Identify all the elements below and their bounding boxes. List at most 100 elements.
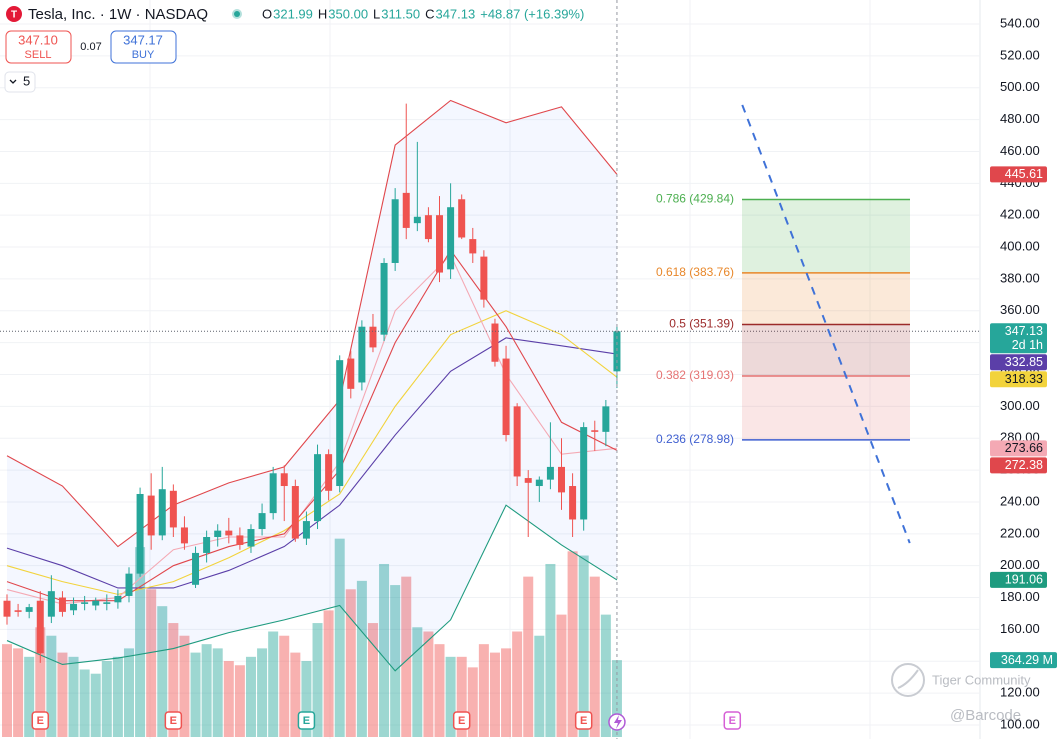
volume-bar [268, 631, 279, 737]
sell-label[interactable]: SELL [25, 49, 52, 61]
event-label: E [729, 715, 736, 727]
interval-toggle[interactable] [4, 71, 36, 93]
volume-bar [57, 652, 68, 737]
candle-body [413, 216, 421, 224]
y-tick-label: 520.00 [1000, 47, 1040, 62]
sell-price[interactable]: 347.10 [18, 32, 58, 47]
event-label: E [458, 715, 465, 727]
event-marker [574, 711, 593, 730]
volume-bar [467, 667, 478, 737]
interval[interactable]: 5 [23, 73, 30, 88]
candle-body [558, 466, 565, 493]
title: Tesla, Inc. · 1W · NASDAQ [28, 6, 208, 23]
volume-bar [401, 576, 412, 737]
candle-body [236, 535, 244, 545]
candle-body [569, 486, 577, 520]
spread: 0.07 [80, 41, 101, 53]
candle-body [513, 406, 521, 477]
fib-label: 0.618 (383.76) [656, 265, 734, 279]
candle-body [447, 207, 455, 270]
candle-body [336, 360, 344, 487]
buy-label[interactable]: BUY [132, 49, 155, 61]
candle-body [3, 600, 11, 617]
watermark-logo-mark [897, 669, 919, 689]
candle-body [402, 192, 410, 228]
volume-bar [523, 576, 534, 737]
price-badge [990, 354, 1047, 371]
y-tick-label: 100.00 [1000, 716, 1040, 731]
volume-bar [46, 635, 57, 737]
candle-body [225, 530, 233, 536]
fib-label: 0.5 (351.39) [669, 317, 734, 331]
ohlc-key: O [262, 6, 272, 21]
buy-price[interactable]: 347.17 [123, 32, 163, 47]
candle-body [258, 513, 266, 530]
ohlc-key: H [318, 6, 327, 21]
candle-body [247, 529, 255, 547]
volume-bar [434, 644, 445, 737]
volume-bar [301, 661, 312, 737]
candle-body [291, 486, 299, 539]
candle-body [347, 358, 355, 389]
fib-zone [742, 199, 910, 273]
volume-bar [456, 656, 467, 737]
event-marker [31, 711, 50, 730]
buy-button[interactable] [110, 30, 177, 64]
volume-bar [257, 648, 268, 737]
candle-body [424, 215, 432, 240]
event-label: E [580, 715, 587, 727]
volume-bar [179, 635, 190, 737]
price-badge [990, 457, 1047, 474]
y-tick-label: 180.00 [1000, 589, 1040, 604]
y-tick-label: 480.00 [1000, 111, 1040, 126]
candle-body [580, 427, 588, 520]
y-tick-label: 500.00 [1000, 79, 1040, 94]
candle-body [302, 521, 310, 539]
trendline [741, 104, 911, 544]
volume-bar [190, 652, 201, 737]
fib-label: 0.382 (319.03) [656, 368, 734, 382]
indicator-line [6, 504, 618, 672]
ohlc-value: 350.00 [328, 6, 368, 21]
sell-button[interactable] [5, 30, 72, 64]
candle-body [14, 610, 22, 612]
volume-badge-label: 364.29 M [1001, 653, 1053, 667]
candle-body [436, 215, 444, 273]
volume-bar [412, 627, 423, 737]
event-label: E [37, 715, 44, 727]
volume-bar [334, 538, 345, 737]
price-badge [990, 323, 1047, 354]
volume-bar [112, 656, 123, 737]
volume-bar [445, 656, 456, 737]
candle-body [58, 597, 66, 612]
candle-body [192, 552, 200, 585]
fib-zone [742, 376, 910, 440]
volume-bar [589, 576, 600, 737]
candle-body [480, 256, 488, 300]
volume-bar [323, 610, 334, 737]
price-badge-label: 445.61 [1005, 167, 1043, 181]
candle-body [314, 454, 322, 522]
chevron[interactable] [9, 79, 17, 84]
y-tick-label: 380.00 [1000, 270, 1040, 285]
candle-body [25, 607, 33, 612]
volume-bar [35, 627, 46, 737]
price-badge [990, 371, 1047, 388]
event-marker [297, 711, 316, 730]
volume-bar [223, 661, 234, 737]
candle-body [169, 490, 177, 528]
candle-body [180, 527, 188, 544]
y-tick-label: 360.00 [1000, 302, 1040, 317]
candle-body [602, 406, 610, 432]
grid [0, 0, 980, 739]
volume-bar [345, 589, 356, 737]
volume-bar [2, 644, 12, 737]
y-tick-label: 460.00 [1000, 143, 1040, 158]
candle-body [380, 262, 388, 335]
candle-body [125, 573, 133, 596]
watermark-brand: Tiger Community [932, 672, 1031, 687]
ohlc-key: C [425, 6, 434, 21]
candle-body [325, 454, 333, 491]
volume-bar [79, 669, 90, 737]
volume-bar [390, 585, 401, 737]
